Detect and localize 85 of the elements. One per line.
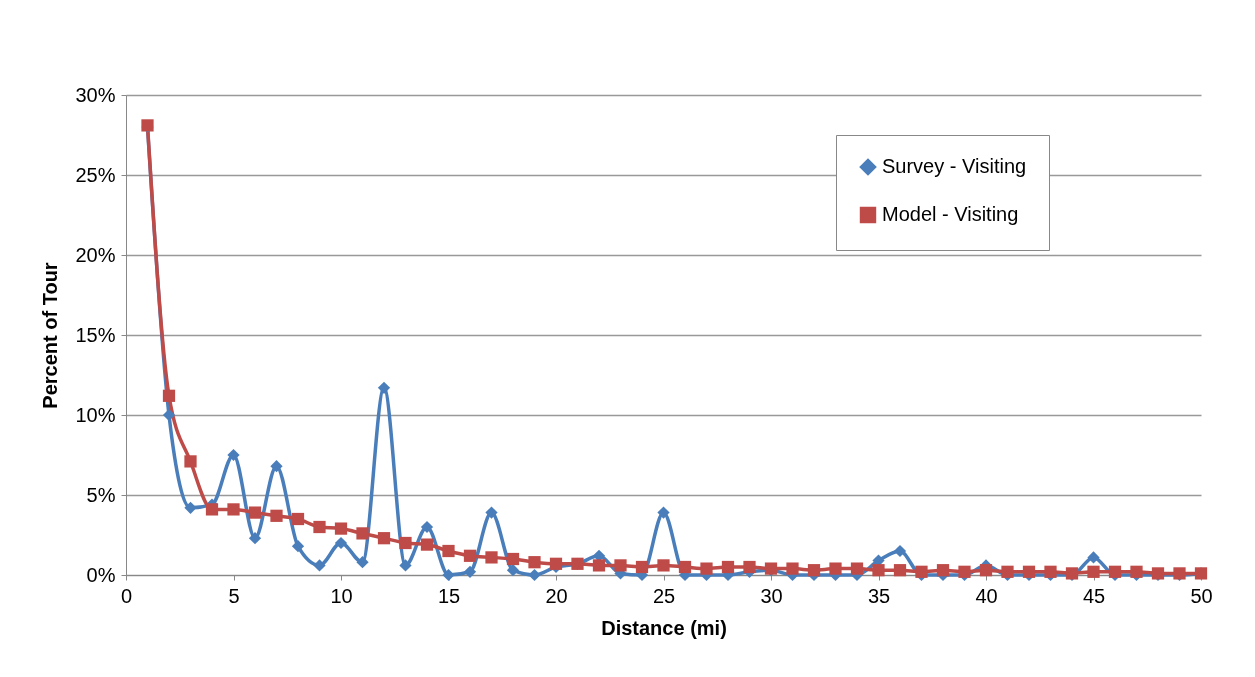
point: [506, 552, 520, 566]
point: [463, 549, 477, 562]
point: [1130, 565, 1143, 578]
point: [700, 562, 713, 575]
x-tick-label: 35: [867, 584, 891, 607]
point: [485, 551, 498, 564]
x-tick-label: 30: [760, 584, 783, 607]
point: [420, 520, 434, 534]
x-tick-label: 25: [652, 584, 676, 607]
point: [442, 568, 455, 582]
point: [506, 564, 520, 577]
legend-label: Model - Visiting: [882, 203, 1019, 225]
point: [743, 560, 756, 574]
point: [1022, 565, 1036, 578]
legend-label: Survey - Visiting: [882, 155, 1027, 177]
point: [184, 455, 197, 468]
point: [528, 556, 541, 569]
point: [248, 506, 262, 519]
point: [549, 557, 563, 570]
point: [420, 538, 434, 551]
point: [1044, 565, 1057, 578]
point: [248, 532, 262, 545]
x-tick-label: 5: [228, 584, 240, 607]
point: [313, 520, 326, 534]
point: [162, 408, 176, 422]
y-tick-label: 25%: [75, 163, 116, 186]
point: [334, 522, 348, 535]
point: [399, 559, 412, 572]
point: [313, 559, 326, 572]
point: [270, 509, 283, 522]
point: [657, 559, 670, 572]
point: [485, 506, 498, 519]
y-tick-label: 5%: [86, 483, 116, 506]
point: [872, 564, 885, 577]
point: [463, 565, 477, 578]
x-tick-label: 20: [545, 584, 568, 607]
point: [528, 568, 541, 582]
x-tick-label: 0: [120, 584, 133, 607]
point: [205, 503, 219, 516]
point: [270, 460, 283, 473]
y-tick-label: 15%: [75, 323, 116, 346]
point: [850, 562, 864, 575]
point: [356, 556, 369, 569]
x-tick-label: 45: [1082, 584, 1106, 607]
point: [334, 536, 348, 550]
point: [442, 544, 455, 558]
point: [657, 506, 670, 519]
point: [162, 389, 176, 402]
point: [1108, 565, 1122, 578]
point: [399, 536, 412, 550]
point: [356, 527, 369, 540]
point: [227, 448, 240, 462]
point: [936, 564, 950, 577]
point: [1087, 565, 1100, 578]
point: [893, 564, 907, 577]
point: [807, 564, 821, 577]
y-tick-label: 0%: [86, 563, 116, 586]
x-tick-label: 10: [330, 584, 353, 607]
y-tick-label: 10%: [75, 403, 116, 426]
point: [721, 560, 735, 574]
point: [678, 560, 692, 574]
point: [1087, 551, 1100, 564]
point: [635, 560, 649, 574]
point: [291, 512, 305, 526]
x-axis-title: Distance (mi): [601, 616, 727, 639]
point: [915, 565, 928, 578]
point: [979, 564, 993, 577]
point: [184, 501, 197, 514]
point: [291, 540, 305, 553]
point: [592, 559, 606, 572]
point: [377, 532, 391, 545]
point: [958, 565, 971, 578]
point: [786, 562, 799, 575]
point: [1001, 565, 1014, 578]
x-tick-label: 15: [437, 584, 461, 607]
point: [227, 503, 240, 516]
x-tick-label: 50: [1190, 584, 1213, 607]
point: [829, 562, 842, 575]
point: [614, 559, 627, 572]
point: [893, 544, 907, 558]
y-tick-label: 20%: [75, 243, 116, 266]
y-axis-title: Percent of Tour: [39, 262, 62, 409]
x-tick-label: 40: [975, 584, 998, 607]
y-tick-label: 30%: [75, 83, 116, 106]
point: [377, 381, 391, 394]
